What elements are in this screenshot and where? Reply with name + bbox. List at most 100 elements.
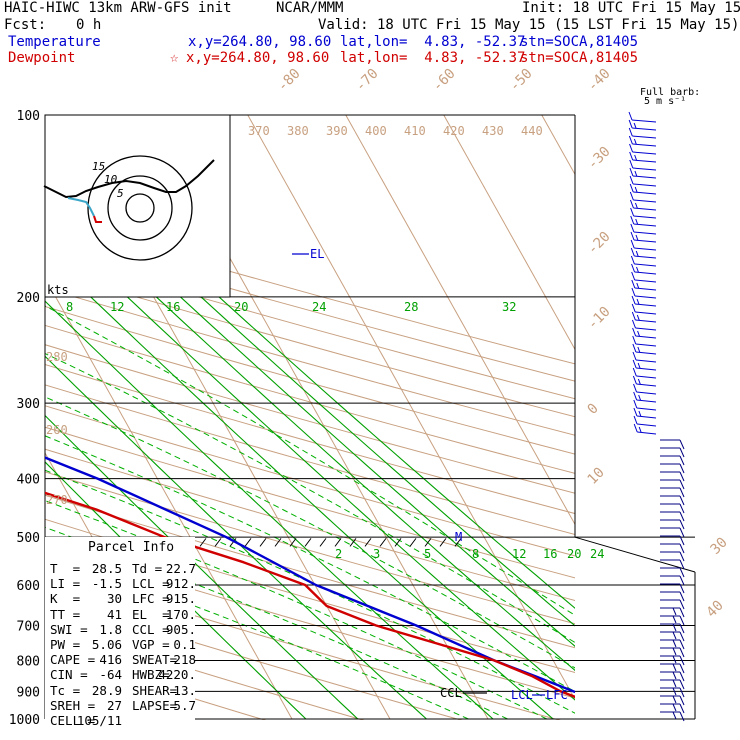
wind-barb [660,447,685,458]
parcel-info-cell: CCL = [132,621,170,637]
lcl-label: LCL [511,688,533,702]
dewpoint-station: stn=SOCA,81405 [520,50,639,66]
wind-barb [660,583,685,594]
wind-barb [660,479,685,490]
mixing-ratio-label: 32 [502,300,516,314]
pressure-label: 400 [17,473,40,488]
isotherm-line [640,115,740,719]
parcel-info-cell: SHEAR= [132,682,178,698]
hatch-mark [214,538,222,547]
temperature-tick-label: -10 [585,304,614,333]
isotherm-line [345,115,575,526]
wind-barb [633,407,657,419]
parcel-info-cell: Td = [132,561,163,576]
parcel-info-title: Parcel Info [88,540,175,555]
parcel-info-cell: TT = [50,606,81,622]
hatch-mark [424,538,432,547]
wind-barb [630,239,657,251]
svg-text:EL: EL [310,247,324,261]
wind-barb [660,551,685,562]
wind-barb [632,327,657,339]
wind-barb [628,119,657,131]
wind-barb [630,231,657,243]
mixing-ratio-label: 20 [234,300,248,314]
parcel-info-cell: 905. [165,621,196,637]
wind-barb [628,127,657,139]
wind-barb [660,599,685,610]
mixing-ratio-label: 8 [472,547,479,561]
parcel-info-cell: 416 [99,652,122,668]
valid-time: Valid: 18 UTC Fri 15 May 15 (15 LST Fri … [318,17,740,33]
mixing-ratio-label: 20 [567,547,581,561]
barb-legend-line1: Full barb: [640,87,700,98]
mixing-ratio-label: 8 [66,300,73,314]
wind-barb [630,223,657,235]
parcel-info-cell: -64 [99,667,122,683]
wind-barb [633,423,657,435]
theta-label: 430 [482,124,504,138]
svg-text:M: M [455,530,462,544]
temperature-latlon: lat,lon= 4.83, -52.37 [340,34,526,50]
temperature-tick-label: -70 [353,66,382,95]
wind-barb [629,183,657,195]
parcel-info-cell: 0.1 [173,637,196,652]
mixing-ratio-label: 2 [335,547,342,561]
theta-label: 410 [404,124,426,138]
dry-adiabat [45,494,575,649]
hatch-mark [289,538,297,547]
wind-barb [660,463,685,474]
temperature-station: stn=SOCA,81405 [520,34,639,50]
wind-barb [660,639,685,650]
hodograph-trace [43,159,215,199]
wind-barb [632,351,657,363]
wind-barb [660,591,685,602]
wind-barb [660,535,685,546]
parcel-info-cell: 41 [106,606,122,622]
temperature-tick-label: -30 [585,144,614,173]
wind-barb [632,375,657,387]
dry-adiabat [45,595,463,720]
hodograph-ring-5: 5 [117,187,124,200]
wind-barb [660,623,685,634]
wind-barb [632,343,657,355]
dry-adiabat [45,269,575,418]
wind-barb [631,263,657,275]
dewpoint-xy: x,y=264.80, 98.60 [186,50,330,66]
isotherm-line [45,276,293,720]
wind-barb [660,495,685,506]
dry-adiabat [45,251,575,400]
parcel-info-cell: 28.9 [91,682,122,698]
parcel-info-cell: SWI = [50,621,88,637]
wind-barb [660,663,685,674]
wind-barb [631,295,657,307]
hodograph-ring-15: 15 [92,160,105,173]
wind-barb [660,695,685,706]
hatch-mark [379,538,387,547]
pressure-label: 100 [17,109,40,124]
hatch-mark [244,538,252,547]
pressure-label: 700 [17,619,40,634]
pressure-label: 800 [17,654,40,669]
wind-barb [660,487,685,498]
mixing-ratio-label: 12 [512,547,526,561]
right-diagonal [574,536,696,573]
hodograph-trace-surface [93,215,102,223]
forecast-label: Fcst: [4,17,47,33]
parcel-info-cell: 5.7 [173,697,196,713]
parcel-info-cell: 915. [165,591,196,607]
center-label: NCAR/MMM [276,0,344,16]
pressure-label: 200 [17,291,40,306]
wind-barb [630,215,657,227]
wind-barb [633,383,657,395]
dewpoint-marker-icon: ☆ [170,50,179,66]
model-title: HAIC-HIWC 13km ARW-GFS init [4,0,232,16]
theta-label: 280 [46,350,68,364]
wind-barb [631,271,657,283]
hatch-mark [439,538,447,547]
mixing-ratio-label: 3 [373,547,380,561]
temperature-tick-label: 40 [704,598,727,621]
mixing-ratio-label: 24 [312,300,326,314]
dry-adiabat [45,623,365,720]
moist-adiabat [45,500,548,720]
parcel-info-cell: 218 [173,652,196,668]
